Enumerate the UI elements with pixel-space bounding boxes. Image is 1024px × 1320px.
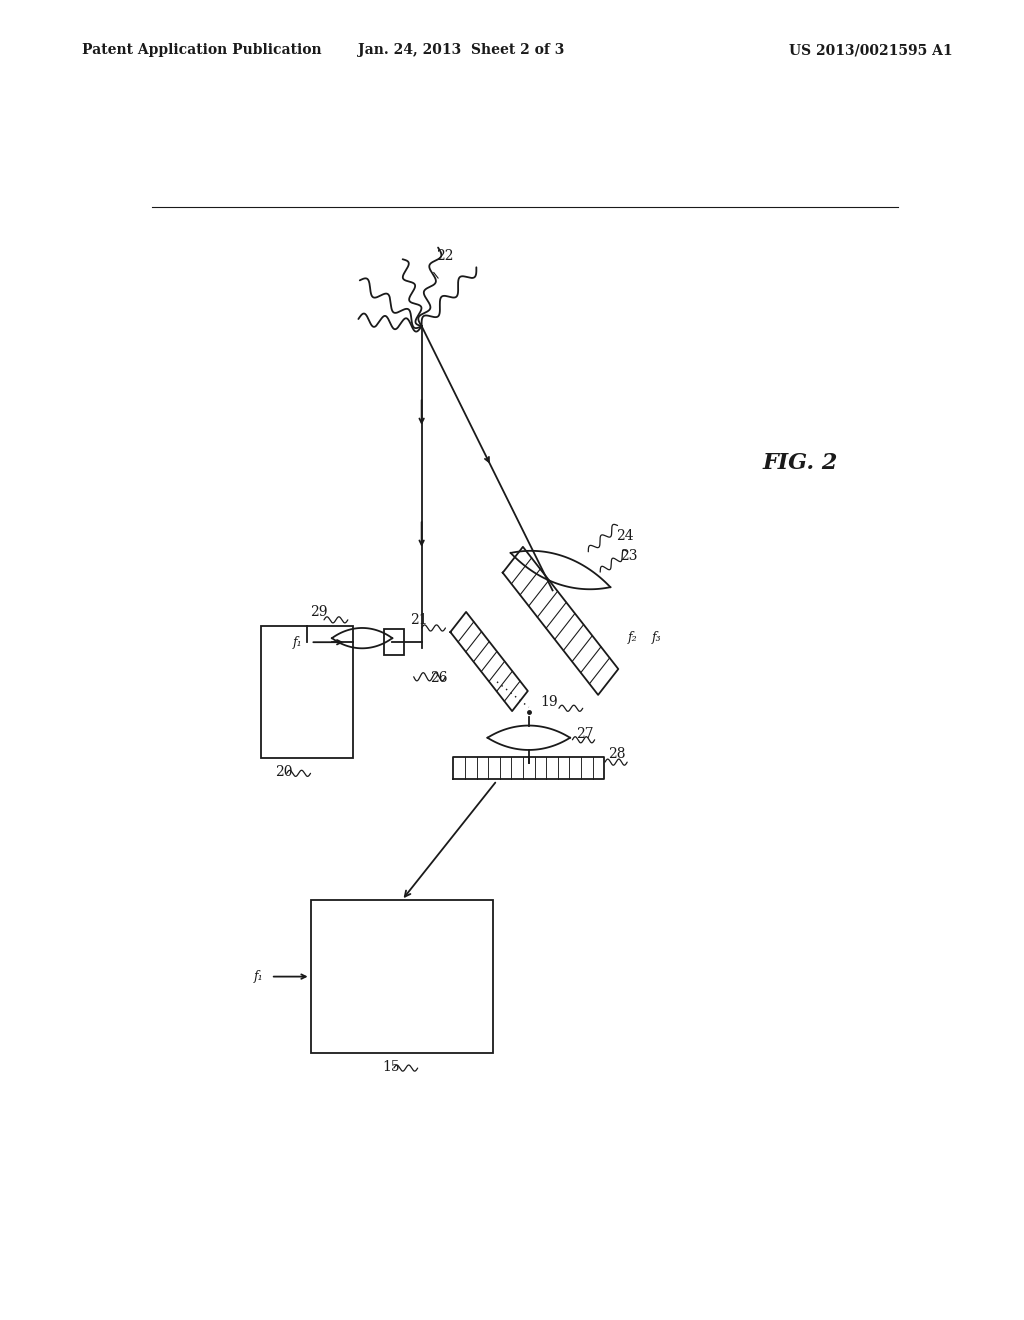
Text: f₁: f₁ [293,636,303,648]
Text: f₁: f₁ [253,970,263,983]
Text: 27: 27 [577,727,594,741]
Text: f₂: f₂ [628,631,638,644]
Text: FIG. 2: FIG. 2 [763,453,839,474]
Text: 21: 21 [410,612,427,627]
Text: 29: 29 [310,605,328,619]
Text: 28: 28 [608,747,626,762]
Text: 22: 22 [436,249,454,263]
Text: 24: 24 [616,528,634,543]
Text: Jan. 24, 2013  Sheet 2 of 3: Jan. 24, 2013 Sheet 2 of 3 [357,44,564,57]
Text: Patent Application Publication: Patent Application Publication [82,44,322,57]
Text: 26: 26 [430,671,447,685]
Bar [260,626,352,758]
Text: 15: 15 [382,1060,399,1074]
Text: 19: 19 [541,696,558,709]
Text: 23: 23 [620,549,638,562]
Text: 20: 20 [274,766,292,779]
Text: US 2013/0021595 A1: US 2013/0021595 A1 [788,44,952,57]
Bar [384,630,404,656]
Text: f₃: f₃ [652,631,662,644]
Bar [310,900,494,1053]
